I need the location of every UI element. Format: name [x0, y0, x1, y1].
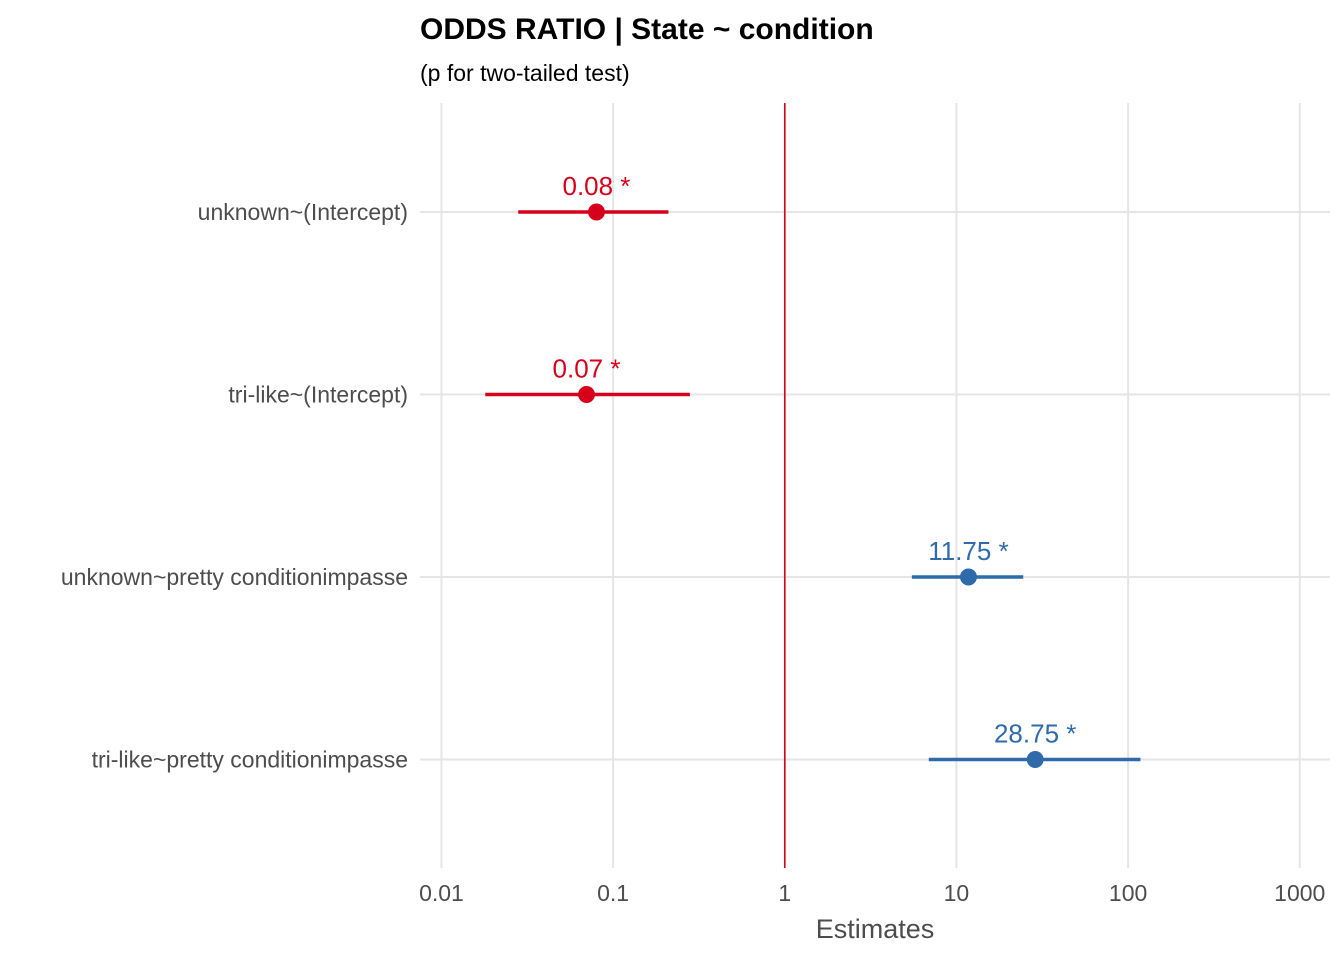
estimate-label: 28.75 * — [994, 719, 1076, 749]
x-axis-title: Estimates — [816, 914, 935, 944]
x-tick-label: 10 — [944, 880, 970, 906]
chart-subtitle: (p for two-tailed test) — [420, 60, 630, 86]
y-tick-label: unknown~pretty conditionimpasse — [61, 564, 408, 590]
grid — [420, 103, 1330, 868]
x-tick-label: 1000 — [1274, 880, 1325, 906]
marks: 0.08 * 0.07 * 11.75 * 28.75 * — [485, 171, 1141, 768]
y-tick-label: unknown~(Intercept) — [198, 199, 408, 225]
x-tick-label: 1 — [778, 880, 791, 906]
x-tick-label: 0.1 — [597, 880, 629, 906]
chart-title: ODDS RATIO | State ~ condition — [420, 13, 874, 46]
estimate-point — [587, 203, 605, 221]
x-axis-labels: 0.01 0.1 1 10 100 1000 — [419, 880, 1325, 906]
x-tick-label: 0.01 — [419, 880, 464, 906]
y-axis-labels: unknown~(Intercept) tri-like~(Intercept) u… — [61, 199, 408, 773]
estimate-label: 11.75 * — [928, 536, 1008, 566]
estimate-label: 0.07 * — [553, 354, 621, 384]
estimate-point — [1026, 751, 1044, 768]
estimate-point — [959, 568, 977, 586]
estimate-point — [578, 386, 596, 403]
y-tick-label: tri-like~pretty conditionimpasse — [92, 747, 408, 773]
y-tick-label: tri-like~(Intercept) — [228, 382, 408, 408]
x-tick-label: 100 — [1109, 880, 1147, 906]
estimate-label: 0.08 * — [562, 171, 630, 201]
